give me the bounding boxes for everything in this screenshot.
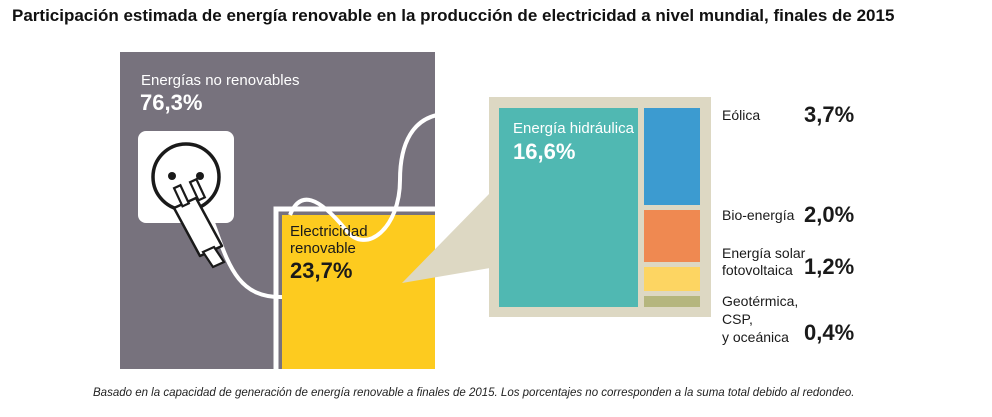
geo-label-line2: CSP,	[722, 311, 753, 327]
hydro-label: Energía hidráulica	[513, 120, 635, 137]
tile-solar	[644, 267, 700, 291]
solar-label-line1: Energía solar	[722, 245, 806, 261]
tile-hydro	[499, 108, 638, 307]
geo-value: 0,4%	[804, 320, 854, 345]
tile-bio	[644, 210, 700, 262]
non-renewable-value: 76,3%	[140, 90, 202, 115]
renewable-block-border	[273, 206, 435, 369]
cable-line	[288, 113, 438, 242]
tile-geo	[644, 296, 700, 307]
renewable-label-line1: Electricidad	[290, 223, 368, 240]
renewable-label-line2: renovable	[290, 240, 356, 257]
footnote: Basado en la capacidad de generación de …	[93, 387, 855, 399]
geo-label-line1: Geotérmica,	[722, 293, 798, 309]
solar-label-line2: fotovoltaica	[722, 262, 793, 278]
bio-label: Bio-energía	[722, 207, 795, 223]
non-renewable-label: Energías no renovables	[141, 72, 299, 89]
renewable-value: 23,7%	[290, 258, 352, 283]
wind-value: 3,7%	[804, 102, 854, 127]
hydro-value: 16,6%	[513, 139, 575, 164]
plug-icon	[172, 177, 283, 300]
bio-value: 2,0%	[804, 202, 854, 227]
geo-label-line3: y oceánica	[722, 329, 789, 345]
wind-label: Eólica	[722, 107, 760, 123]
callout-pointer	[402, 193, 490, 283]
solar-value: 1,2%	[804, 254, 854, 279]
chart-title: Participación estimada de energía renova…	[12, 6, 895, 25]
tile-wind	[644, 108, 700, 205]
